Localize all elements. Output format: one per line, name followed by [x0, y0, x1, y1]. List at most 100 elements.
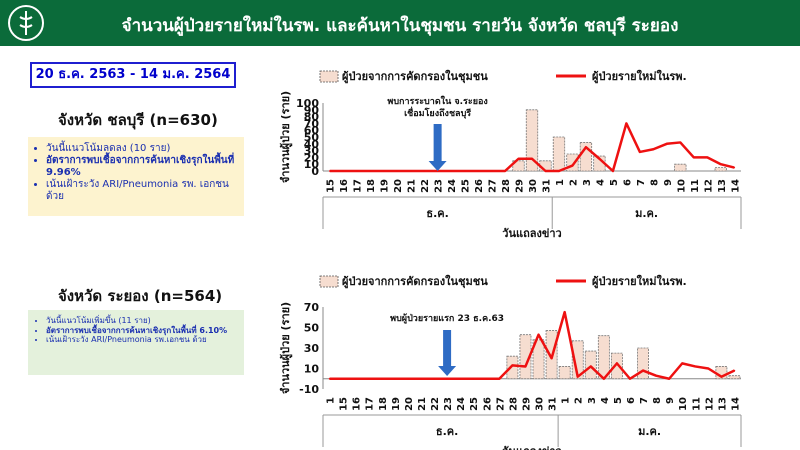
header-bar: จำนวนผู้ป่วยรายใหม่ในรพ. และค้นหาในชุมชน…	[0, 0, 800, 46]
line-point	[511, 364, 514, 367]
x-tick-label: 24	[447, 179, 458, 193]
bar	[714, 167, 727, 172]
y-tick-label: 40	[304, 138, 320, 151]
x-tick-label: 26	[474, 179, 485, 193]
y-tick-label: 100	[296, 97, 319, 110]
line-point	[394, 377, 396, 380]
y-axis-label: จำนวนผู้ป่วย (ราย)	[279, 91, 293, 183]
bar	[519, 334, 532, 380]
line-point	[589, 365, 592, 368]
annotation-text: เชื่อมโยงถึงชลบุรี	[404, 106, 471, 119]
x-tick-label: 24	[456, 397, 467, 411]
line-point	[524, 365, 527, 368]
y-tick-label: 30	[304, 342, 320, 355]
line-point	[719, 163, 722, 165]
x-tick-label: 26	[482, 397, 493, 411]
line-point	[531, 157, 533, 160]
x-tick-label: 6	[626, 397, 637, 404]
x-tick-label: 14	[730, 179, 741, 193]
line-point	[446, 377, 448, 380]
line-point	[681, 362, 684, 365]
x-tick-label: 22	[420, 179, 431, 193]
x-tick-label: 15	[339, 397, 350, 411]
bar	[566, 153, 579, 172]
x-tick-label: 4	[595, 179, 606, 186]
y-tick-label: 90	[304, 104, 320, 117]
line-point	[585, 146, 587, 148]
x-tick-label: 19	[380, 179, 391, 193]
bar	[571, 340, 584, 380]
line-point	[733, 166, 736, 169]
x-tick-label: 27	[495, 397, 506, 411]
line-point	[328, 377, 331, 380]
x-tick-label: 5	[609, 179, 620, 186]
line-point	[603, 377, 605, 380]
x-tick-label: 10	[678, 397, 689, 411]
x-tick-label: 5	[613, 397, 624, 404]
date-range: 20 ธ.ค. 2563 - 14 ม.ค. 2564	[30, 62, 236, 88]
line-point	[642, 369, 644, 372]
line-point	[409, 170, 412, 172]
x-tick-label: 28	[508, 397, 519, 411]
line-point	[420, 377, 422, 380]
line-point	[571, 164, 574, 167]
line-point	[629, 377, 631, 380]
y-tick-label: 80	[304, 111, 320, 124]
x-tick-label: 13	[717, 397, 728, 411]
x-tick-label: 25	[461, 179, 472, 193]
arrow-head	[438, 366, 457, 376]
note-item: วันนี้แนวโน้มลดลง (10 ราย)	[46, 143, 236, 155]
bar	[597, 335, 610, 380]
notes-box-rayong: วันนี้แนวโน้มเพิ่มขึ้น (11 ราย) อัตราการ…	[28, 310, 244, 375]
x-tick-label: 1	[555, 179, 566, 186]
line-point	[694, 365, 697, 368]
bar	[532, 339, 545, 380]
line-point	[355, 170, 358, 172]
legend-swatch-bars	[319, 275, 339, 288]
line-point	[498, 377, 501, 380]
bar	[512, 160, 525, 172]
line-point	[472, 377, 475, 380]
x-tick-label: 31	[548, 397, 559, 411]
month-label: ธ.ค.	[426, 207, 448, 220]
y-tick-label: 50	[304, 322, 320, 335]
line-point	[639, 151, 641, 153]
x-tick-label: 23	[443, 397, 454, 411]
line-point	[396, 170, 398, 172]
x-tick-label: 20	[404, 397, 415, 411]
note-item: วันนี้แนวโน้มเพิ่มขึ้น (11 ราย)	[46, 316, 236, 326]
line-point	[369, 170, 371, 172]
bar	[584, 350, 597, 380]
line-point	[407, 377, 409, 380]
line-point	[655, 374, 657, 377]
line-point	[625, 122, 628, 125]
line-point	[354, 377, 357, 380]
line-point	[707, 367, 710, 370]
notes-box-chonburi: วันนี้แนวโน้มลดลง (10 ราย) อัตราการพบเชื…	[28, 137, 244, 216]
line-point	[733, 369, 736, 372]
x-tick-label: 12	[703, 179, 714, 193]
annotation-text: พบผู้ป่วยรายแรก 23 ธ.ค.63	[390, 313, 504, 324]
x-tick-label: 22	[430, 397, 441, 411]
y-tick-label: 10	[304, 363, 320, 376]
line-point	[537, 333, 540, 336]
line-point	[612, 170, 614, 172]
x-tick-label: 11	[690, 179, 701, 193]
y-tick-label: 50	[304, 131, 320, 144]
arrow-shaft	[433, 124, 442, 161]
page-title: จำนวนผู้ป่วยรายใหม่ในรพ. และค้นหาในชุมชน…	[121, 16, 679, 36]
y-tick-label: 60	[304, 124, 320, 137]
bar	[558, 366, 571, 380]
annotation-text: พบการระบาดใน จ.ระยอง	[387, 95, 487, 107]
x-tick-label: 21	[407, 179, 418, 193]
bar	[610, 352, 623, 380]
line-point	[517, 157, 520, 160]
x-tick-label: 27	[488, 179, 499, 193]
y-tick-label: 70	[304, 301, 320, 314]
x-tick-label: 25	[469, 397, 480, 411]
series-line	[329, 310, 736, 380]
x-tick-label: 14	[730, 397, 741, 411]
x-tick-label: 3	[582, 179, 593, 186]
y-tick-label: 30	[304, 145, 320, 158]
